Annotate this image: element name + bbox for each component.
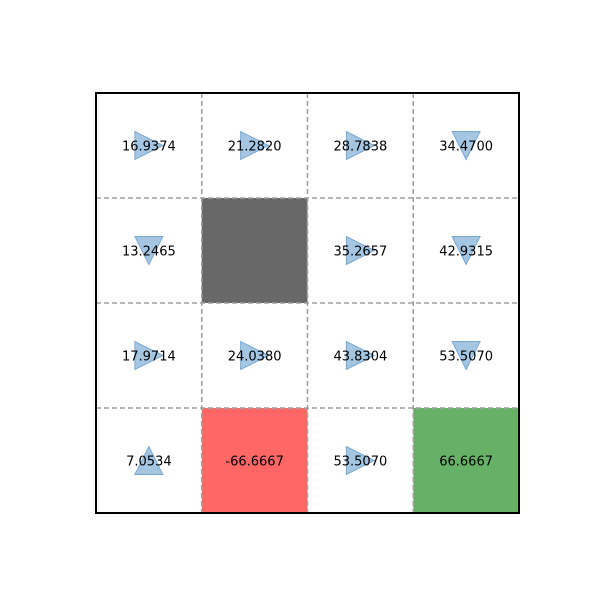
cell-value-label: 35.2657 [333, 245, 387, 260]
policy-arrow-right-icon [345, 235, 376, 266]
goal-cell [413, 408, 519, 513]
policy-arrow-right-icon [345, 445, 376, 476]
cell-value-label: 13.2465 [122, 245, 176, 260]
policy-arrow-right-icon [134, 340, 164, 371]
policy-arrow-right-icon [240, 130, 270, 161]
wall-cell [201, 198, 308, 303]
policy-arrow-right-icon [240, 340, 270, 371]
policy-arrow-up-icon [134, 445, 164, 475]
policy-arrow-down-icon [451, 131, 481, 161]
cell-value-label: 53.5070 [439, 350, 493, 365]
policy-arrow-right-icon [134, 130, 164, 161]
policy-arrow-down-icon [451, 236, 481, 266]
policy-arrow-down-icon [451, 341, 481, 371]
cell-value-label: 66.6667 [439, 455, 493, 470]
grid-border [95, 92, 520, 514]
cell-value-label: 7.0534 [126, 455, 172, 470]
policy-arrow-right-icon [345, 340, 376, 371]
cell-value-label: 42.9315 [439, 245, 493, 260]
policy-arrow-right-icon [345, 130, 376, 161]
cell-value-label: 24.0380 [228, 350, 282, 365]
cell-value-label: 43.8304 [333, 350, 387, 365]
danger-cell [201, 408, 308, 513]
cell-value-label: 34.4700 [439, 140, 493, 155]
cell-value-label: 53.5070 [333, 455, 387, 470]
cell-value-label: 21.2820 [228, 140, 282, 155]
cell-value-label: -66.6667 [225, 455, 283, 470]
cell-value-label: 17.9714 [122, 350, 176, 365]
cell-value-label: 16.9374 [122, 140, 176, 155]
policy-arrow-down-icon [134, 236, 164, 266]
cell-value-label: 28.7838 [333, 140, 387, 155]
